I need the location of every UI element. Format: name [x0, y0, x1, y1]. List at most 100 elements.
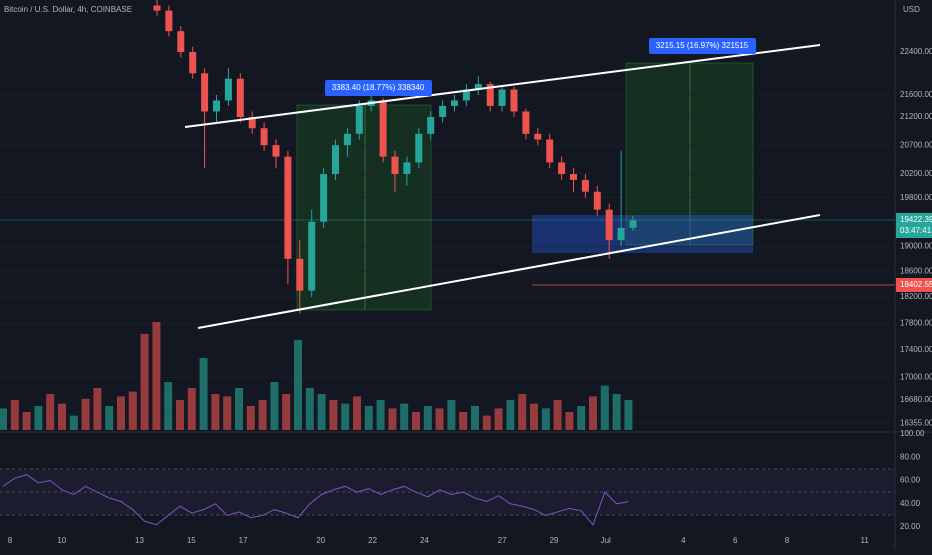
x-tick-label: 10	[57, 536, 66, 545]
volume-bar	[211, 394, 220, 430]
volume-bar	[164, 382, 173, 430]
volume-bar	[600, 385, 609, 430]
x-tick-label: 6	[733, 536, 738, 545]
x-tick-label: 11	[861, 536, 870, 545]
volume-bar	[34, 406, 43, 430]
candle-body	[427, 117, 435, 134]
y-tick-label: 19000.00	[900, 241, 932, 250]
volume-bar	[282, 394, 291, 430]
y-tick-label: 16680.00	[900, 395, 932, 404]
x-tick-label: 22	[368, 536, 377, 545]
y-tick-label: 17800.00	[900, 318, 932, 327]
candle-body	[224, 78, 232, 101]
volume-bar	[105, 406, 114, 430]
volume-bar	[187, 388, 196, 430]
volume-bar	[423, 406, 432, 430]
candle-body	[343, 133, 351, 146]
chart-title: Bitcoin / U.S. Dollar, 4h, COINBASE	[4, 5, 132, 14]
rsi-tick-label: 20.00	[900, 522, 921, 531]
volume-bar	[364, 406, 373, 430]
volume-bar	[506, 400, 515, 430]
y-tick-label: 21600.00	[900, 90, 932, 99]
volume-bar	[435, 408, 444, 430]
price-tag	[896, 213, 932, 238]
y-tick-label: 18600.00	[900, 267, 932, 276]
channel-upper	[184, 44, 821, 128]
volume-bar	[400, 403, 409, 430]
candle-body	[308, 221, 316, 291]
candle-body	[629, 220, 637, 228]
candle-body	[570, 174, 577, 180]
annotation-box	[649, 38, 756, 54]
volume-bar	[494, 408, 503, 430]
volume-bar	[81, 398, 90, 430]
volume-bar	[58, 403, 66, 430]
volume-bar	[69, 415, 78, 430]
y-tick-label: 17000.00	[900, 373, 932, 382]
volume-bar	[199, 358, 208, 430]
x-tick-label: 8	[785, 536, 790, 545]
y-tick-label: 20200.00	[900, 169, 932, 178]
volume-bar	[612, 394, 621, 430]
candle-body	[474, 84, 482, 90]
volume-bar	[223, 396, 232, 430]
candle-body	[189, 52, 197, 74]
candle-body	[177, 31, 185, 53]
volume-bar	[553, 400, 562, 430]
volume-bar	[22, 412, 31, 430]
candle-body	[462, 89, 470, 101]
last-price: 19422.39	[900, 215, 932, 224]
x-tick-label: 27	[498, 536, 507, 545]
volume-bar	[0, 408, 7, 430]
candle-body	[593, 191, 601, 210]
y-tick-label: 21200.00	[900, 112, 932, 121]
candle-body	[510, 89, 518, 112]
volume-bar	[235, 388, 243, 430]
y-tick-label: 18200.00	[900, 292, 932, 301]
y-tick-label: 17400.00	[900, 345, 932, 354]
volume-bar	[176, 400, 184, 430]
candle-body	[355, 105, 363, 134]
candle-body	[248, 117, 256, 129]
x-tick-label: 4	[681, 536, 686, 545]
rsi-tick-label: 40.00	[900, 499, 921, 508]
candle-body	[260, 128, 268, 146]
volume-bar	[565, 412, 574, 430]
x-tick-label: 17	[239, 536, 248, 545]
candle-body	[605, 209, 613, 241]
candle-body	[498, 89, 506, 106]
candle-body	[201, 73, 209, 112]
candle-body	[534, 133, 542, 140]
volume-bar	[294, 340, 302, 430]
candle-body	[451, 100, 458, 106]
annotation-box	[325, 80, 432, 96]
volume-bar	[376, 400, 385, 430]
candle-body	[558, 162, 566, 175]
long-box	[625, 62, 754, 246]
rsi-tick-label: 100.00	[900, 429, 925, 438]
volume-bar	[246, 406, 255, 430]
candle-body	[581, 179, 589, 192]
volume-bar	[329, 400, 338, 430]
channel-lower	[197, 214, 821, 329]
volume-bar	[530, 403, 538, 430]
volume-bar	[128, 391, 137, 430]
rsi-line	[2, 474, 629, 526]
volume-bar	[412, 412, 420, 430]
volume-bar	[577, 406, 586, 430]
candle-body	[546, 139, 554, 163]
volume-bar	[258, 400, 267, 430]
candle-body	[272, 145, 280, 157]
candle-body	[236, 78, 244, 118]
currency: USD	[903, 5, 920, 14]
volume-bar	[317, 394, 326, 430]
rsi-tick-label: 60.00	[900, 476, 921, 485]
volume-bar	[541, 408, 550, 430]
volume-bar	[270, 382, 279, 430]
x-tick-label: 29	[549, 536, 558, 545]
x-tick-label: 13	[135, 536, 144, 545]
volume-bar	[46, 394, 55, 430]
x-tick-label: 8	[8, 536, 13, 545]
